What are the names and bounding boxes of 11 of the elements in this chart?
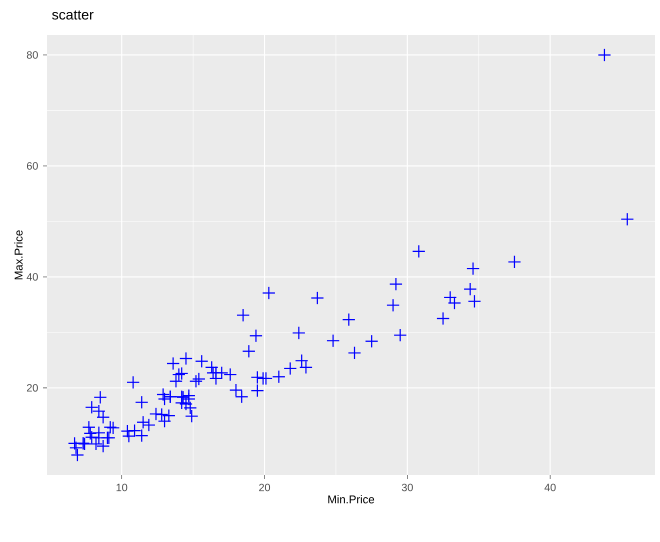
x-axis-title: Min.Price	[328, 495, 374, 504]
y-tick-label: 20	[26, 384, 38, 392]
y-tick-label: 60	[26, 162, 38, 170]
x-tick-label: 40	[544, 484, 556, 492]
y-tick-label: 80	[26, 51, 38, 59]
x-tick-label: 20	[259, 484, 270, 492]
x-tick-label: 30	[402, 484, 413, 492]
y-axis-title: Max.Price	[14, 230, 23, 280]
x-tick-label: 10	[116, 484, 128, 492]
chart-title: scatter	[52, 10, 94, 20]
y-tick-label: 40	[26, 273, 38, 281]
